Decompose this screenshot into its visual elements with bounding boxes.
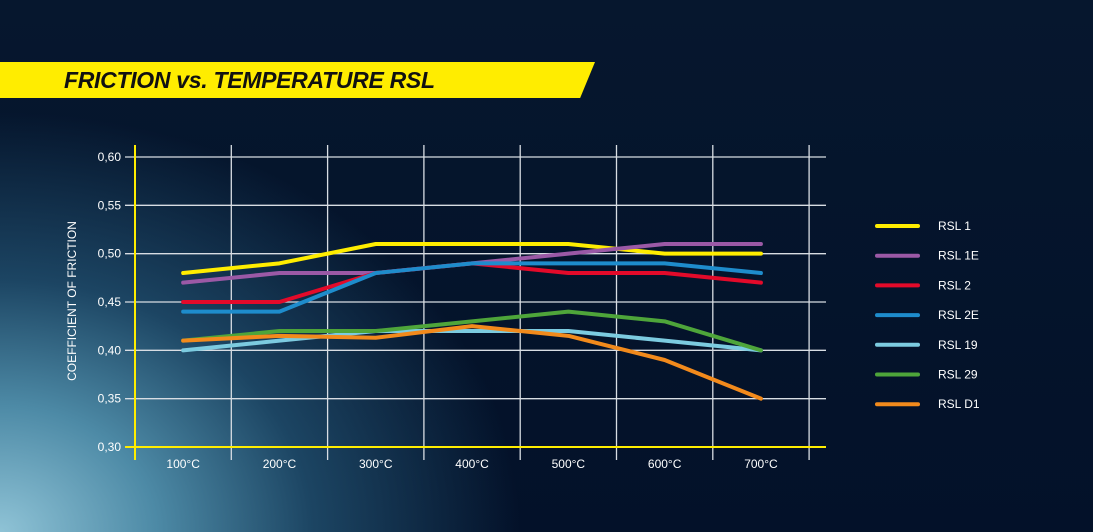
legend-label: RSL 1 [938, 219, 971, 233]
legend-label: RSL 1E [938, 249, 979, 263]
x-tick-label: 200°C [263, 457, 297, 471]
y-tick-label: 0,60 [98, 150, 122, 164]
series-line-rsl-29 [181, 309, 763, 353]
legend-label: RSL 2 [938, 278, 971, 292]
chart-title: FRICTION vs. TEMPERATURE RSL [64, 67, 435, 93]
y-tick-label: 0,55 [98, 198, 122, 212]
series-line-rsl-1 [181, 242, 763, 275]
legend-label: RSL 2E [938, 308, 979, 322]
y-tick-label: 0,40 [98, 343, 122, 357]
legend-label: RSL 29 [938, 368, 978, 382]
series-line-rsl-2e [181, 261, 763, 314]
x-tick-label: 400°C [455, 457, 489, 471]
y-axis-label: COEFFICIENT OF FRICTION [65, 221, 79, 381]
y-tick-label: 0,45 [98, 295, 122, 309]
x-tick-label: 600°C [648, 457, 682, 471]
legend-label: RSL D1 [938, 397, 980, 411]
y-tick-label: 0,35 [98, 392, 122, 406]
series-line-rsl-19 [181, 329, 763, 353]
y-tick-label: 0,50 [98, 247, 122, 261]
x-tick-label: 500°C [552, 457, 586, 471]
series-line-rsl-2 [181, 261, 763, 304]
x-tick-label: 700°C [744, 457, 778, 471]
legend-label: RSL 19 [938, 338, 978, 352]
x-tick-label: 300°C [359, 457, 393, 471]
x-tick-label: 100°C [166, 457, 200, 471]
series-line-rsl-d1 [181, 324, 763, 401]
y-tick-label: 0,30 [98, 440, 122, 454]
title-banner [0, 62, 595, 98]
